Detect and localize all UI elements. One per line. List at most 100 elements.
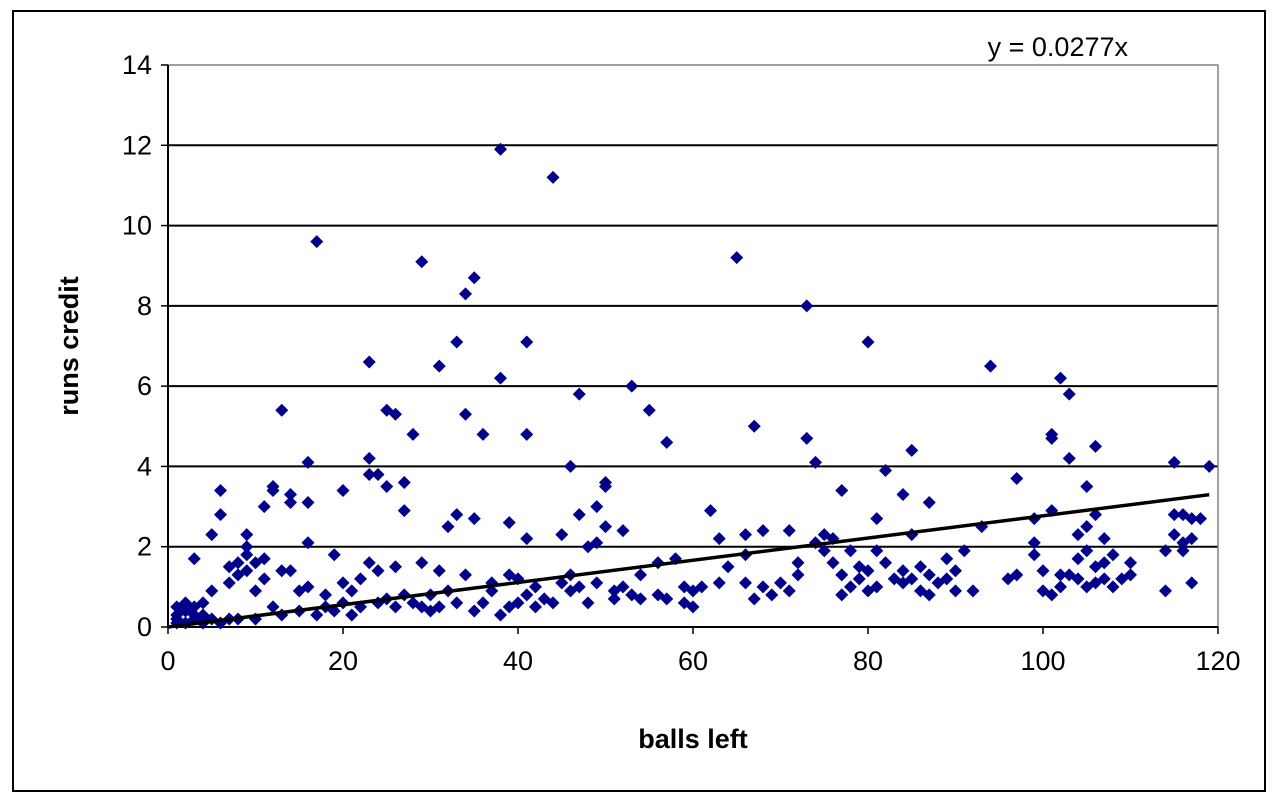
- data-point: [371, 564, 385, 578]
- x-tick-label: 100: [1020, 646, 1065, 676]
- data-point: [1194, 512, 1207, 526]
- data-point: [494, 142, 507, 156]
- data-point: [590, 500, 604, 514]
- data-point: [266, 600, 280, 614]
- x-axis-title: balls left: [638, 724, 748, 754]
- data-point: [520, 588, 534, 602]
- data-point: [441, 520, 455, 534]
- data-point: [1080, 480, 1094, 493]
- data-point: [686, 600, 700, 614]
- data-point: [397, 475, 411, 489]
- data-points: [170, 142, 1216, 630]
- data-point: [616, 524, 630, 538]
- x-tick-label: 80: [853, 646, 883, 676]
- x-tick-label: 60: [678, 646, 708, 676]
- data-point: [231, 556, 245, 570]
- data-point: [1176, 544, 1190, 558]
- data-point: [634, 592, 647, 606]
- data-point: [555, 528, 569, 542]
- data-point: [1097, 532, 1111, 546]
- data-point: [581, 596, 595, 610]
- data-point: [336, 576, 350, 590]
- data-point: [660, 592, 674, 606]
- data-point: [520, 427, 534, 441]
- data-point: [450, 335, 464, 349]
- data-point: [467, 271, 481, 285]
- data-point: [371, 467, 385, 481]
- data-point: [1080, 544, 1094, 558]
- data-point: [310, 235, 324, 249]
- data-point: [406, 427, 420, 441]
- data-point: [1097, 556, 1111, 570]
- scatter-chart: 0 2 4 6 8 10 12 14 0 20 40 60 80 100 120 y = 0.0277x b…: [54, 32, 1241, 754]
- data-point: [572, 580, 586, 594]
- data-point: [275, 564, 289, 578]
- data-point: [791, 556, 805, 570]
- data-point: [1089, 508, 1102, 522]
- y-tick-label: 2: [137, 532, 152, 562]
- data-point: [520, 335, 534, 349]
- data-point: [922, 496, 936, 510]
- chart-frame: 0 2 4 6 8 10 12 14 0 20 40 60 80 100 120 y = 0.0277x b…: [12, 10, 1266, 792]
- plot-area: [167, 64, 1219, 628]
- data-point: [809, 455, 822, 469]
- axis-ticks: 0 2 4 6 8 10 12 14 0 20 40 60 80 100 120: [122, 50, 1241, 676]
- data-point: [844, 544, 857, 558]
- data-point: [817, 544, 831, 558]
- data-point: [747, 592, 761, 606]
- data-point: [896, 564, 910, 578]
- data-point: [564, 459, 577, 473]
- data-point: [1027, 548, 1041, 562]
- data-point: [922, 588, 936, 602]
- data-point: [284, 564, 297, 578]
- data-point: [529, 580, 542, 594]
- data-point: [914, 560, 927, 574]
- x-tick-label: 20: [328, 646, 358, 676]
- data-point: [187, 608, 201, 622]
- data-point: [1089, 439, 1102, 453]
- data-point: [949, 564, 962, 578]
- data-point: [1036, 564, 1050, 578]
- data-point: [205, 528, 219, 542]
- data-point: [214, 508, 227, 522]
- y-tick-label: 10: [122, 211, 152, 241]
- data-point: [949, 584, 962, 598]
- data-point: [1071, 572, 1085, 586]
- y-tick-label: 4: [137, 451, 152, 481]
- data-point: [319, 588, 332, 602]
- data-point: [704, 504, 717, 518]
- data-point: [774, 576, 787, 590]
- data-point: [240, 548, 254, 562]
- data-point: [756, 524, 770, 538]
- data-point: [214, 484, 227, 498]
- data-point: [205, 584, 219, 598]
- data-point: [572, 508, 586, 522]
- data-point: [852, 572, 866, 586]
- x-tick-label: 40: [503, 646, 533, 676]
- data-point: [257, 500, 271, 514]
- data-point: [362, 451, 376, 465]
- data-point: [800, 431, 814, 445]
- data-point: [1159, 544, 1172, 558]
- data-point: [1106, 548, 1120, 562]
- data-point: [966, 584, 980, 598]
- data-point: [249, 584, 262, 598]
- data-point: [712, 532, 726, 546]
- x-tick-label: 0: [160, 646, 175, 676]
- data-point: [861, 335, 875, 349]
- data-point: [905, 443, 919, 457]
- data-point: [240, 540, 254, 554]
- data-point: [1124, 568, 1137, 582]
- data-point: [879, 463, 892, 477]
- data-point: [835, 588, 849, 602]
- data-point: [1124, 556, 1137, 570]
- data-point: [450, 596, 464, 610]
- data-point: [1185, 576, 1199, 590]
- data-point: [642, 403, 656, 417]
- data-point: [301, 496, 315, 510]
- data-point: [459, 568, 472, 582]
- data-point: [1045, 431, 1059, 445]
- data-point: [1027, 536, 1041, 550]
- data-point: [476, 427, 490, 441]
- y-tick-label: 0: [137, 612, 152, 642]
